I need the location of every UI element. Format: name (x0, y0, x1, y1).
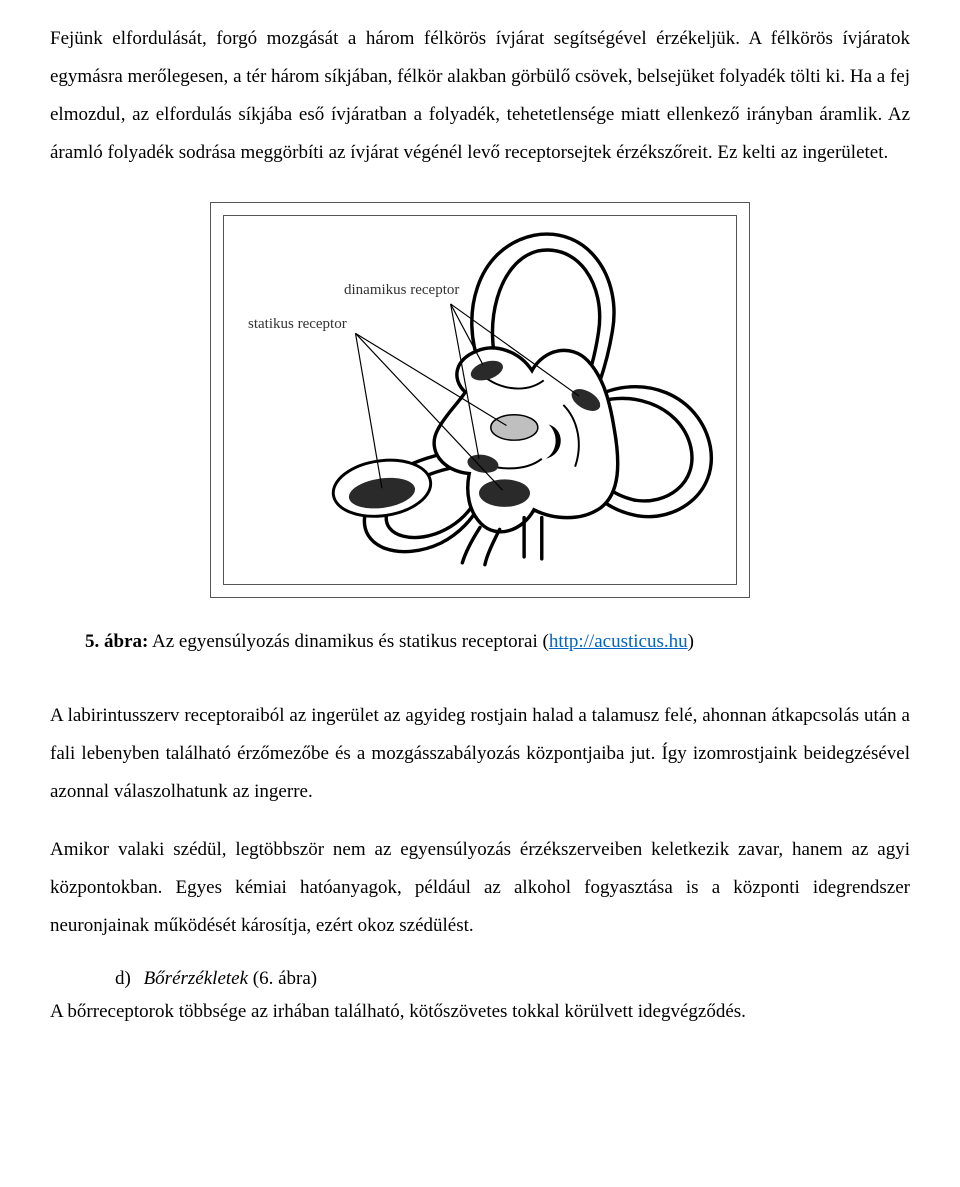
figure-outer-border: dinamikus receptor statikus receptor (210, 202, 750, 598)
section-d-label: d) (115, 968, 131, 989)
paragraph-3: Amikor valaki szédül, legtöbbször nem az… (50, 831, 910, 945)
intro-paragraph: Fejünk elfordulását, forgó mozgását a há… (50, 20, 910, 172)
section-d-title: Bőrérzékletek (144, 968, 248, 989)
caption-text: Az egyensúlyozás dinamikus és statikus r… (148, 631, 548, 652)
figure-container: dinamikus receptor statikus receptor (50, 202, 910, 598)
vestibular-diagram-icon (230, 222, 730, 578)
paragraph-4: A bőrreceptorok többsége az irhában talá… (50, 997, 910, 1027)
dynamic-receptor-label: dinamikus receptor (344, 283, 459, 298)
section-d-heading: d) Bőrérzékletek (6. ábra) (115, 965, 910, 994)
static-receptor-label: statikus receptor (248, 317, 347, 332)
figure-caption: 5. ábra: Az egyensúlyozás dinamikus és s… (85, 628, 910, 657)
paragraph-2: A labirintusszerv receptoraiból az inger… (50, 697, 910, 811)
section-d-ref: (6. ábra) (248, 968, 317, 989)
figure-inner-border: dinamikus receptor statikus receptor (223, 215, 737, 585)
figure-box: dinamikus receptor statikus receptor (210, 202, 750, 598)
caption-link[interactable]: http://acusticus.hu (549, 631, 688, 652)
caption-prefix: 5. ábra: (85, 631, 148, 652)
caption-suffix: ) (688, 631, 694, 652)
